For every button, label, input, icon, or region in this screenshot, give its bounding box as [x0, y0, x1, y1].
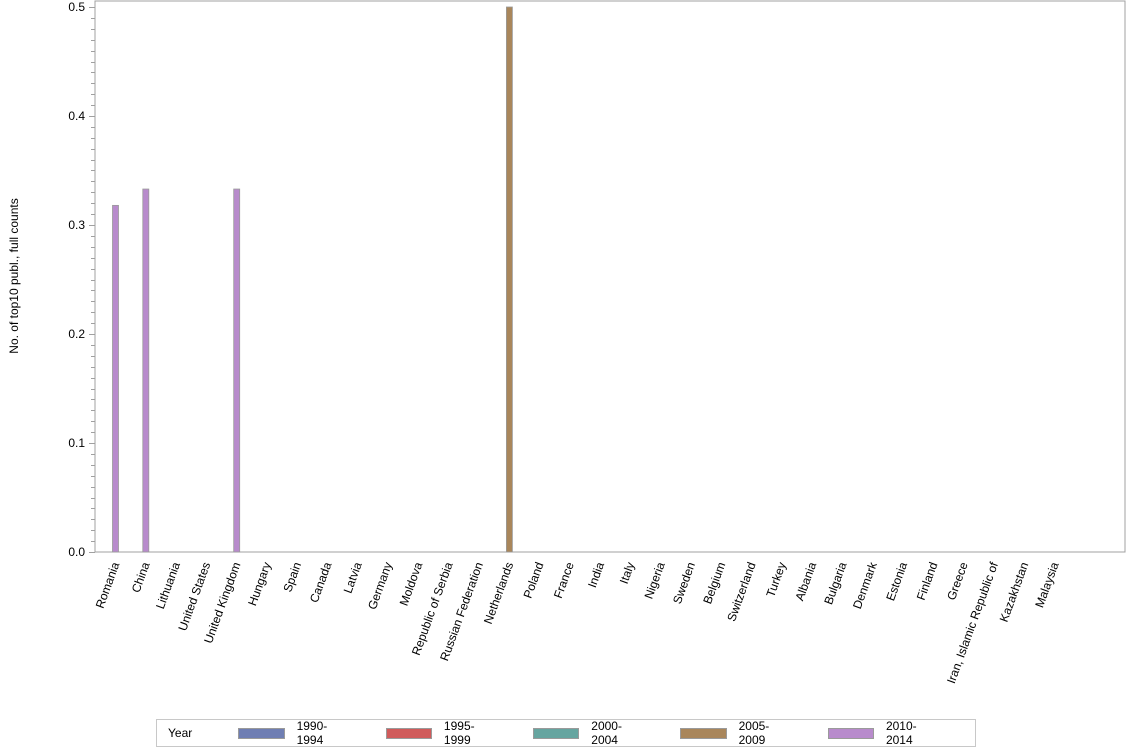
x-tick-label: Kazakhstan — [997, 560, 1032, 624]
x-tick-label: Italy — [617, 560, 638, 585]
legend-label: 2010-2014 — [885, 719, 917, 747]
y-tick-label: 0.1 — [68, 436, 85, 450]
legend-swatch — [827, 727, 874, 739]
x-tick-label: Romania — [93, 560, 123, 610]
legend-title: Year — [168, 726, 193, 740]
legend-item: 1995-1999 — [385, 719, 497, 747]
x-tick-label: Denmark — [850, 559, 880, 610]
x-tick-label: Lithuania — [153, 560, 183, 611]
x-tick-label: Hungary — [245, 560, 274, 607]
x-tick-label: India — [585, 560, 607, 590]
legend-item: 1990-1994 — [238, 719, 349, 747]
legend-swatch — [385, 727, 432, 739]
x-tick-label: Albania — [792, 560, 819, 603]
bar — [233, 188, 241, 553]
chart-legend: Year 1990-1994 1995-1999 2000-2004 2005-200… — [156, 719, 976, 747]
chart-axes: 0.0 0.1 0.2 0.3 0.4 0.5 — [68, 0, 1126, 559]
legend-label: 2000-2004 — [591, 719, 622, 747]
x-tick-label: Moldova — [397, 560, 426, 608]
x-tick-label: Netherlands — [481, 560, 516, 626]
x-tick-label: France — [551, 560, 577, 600]
chart-bars — [112, 6, 513, 553]
x-tick-label: China — [129, 560, 153, 595]
x-tick-label: Finland — [914, 560, 941, 602]
legend-swatch — [238, 727, 285, 739]
x-tick-label: Canada — [307, 560, 335, 605]
x-tick-label: Estonia — [883, 560, 910, 603]
x-tick-label: Bulgaria — [821, 560, 849, 606]
x-tick-label: Nigeria — [642, 560, 668, 601]
y-tick-label: 0.5 — [68, 0, 85, 14]
x-tick-label: Belgium — [700, 560, 728, 606]
bar — [142, 188, 150, 553]
plot-frame — [94, 0, 1126, 553]
legend-swatch — [532, 727, 580, 739]
x-tick-label: Malaysia — [1032, 560, 1061, 610]
x-tick-label: Switzerland — [724, 560, 758, 623]
bar — [112, 204, 119, 553]
x-tick-label: Latvia — [341, 560, 365, 595]
legend-label: 1995-1999 — [443, 719, 475, 747]
legend-item: 2000-2004 — [532, 719, 644, 747]
legend-item: 2005-2009 — [680, 719, 791, 747]
x-tick-label: Spain — [280, 560, 304, 594]
x-tick-label: Sweden — [670, 560, 698, 606]
x-tick-label: Germany — [365, 560, 395, 611]
y-tick-label: 0.3 — [68, 218, 85, 232]
y-tick-label: 0.2 — [68, 327, 85, 341]
legend-label: 1990-1994 — [296, 719, 328, 747]
y-axis-title: No. of top10 publ., full counts — [7, 198, 21, 353]
y-tick-label: 0.4 — [68, 109, 85, 123]
bar — [505, 6, 513, 553]
bar-chart: 0.0 0.1 0.2 0.3 0.4 0.5 Romania China Lithuania… — [7, 0, 1126, 685]
y-tick-label: 0.0 — [68, 545, 85, 559]
x-tick-label: Turkey — [763, 560, 789, 599]
x-tick-label: Greece — [944, 560, 971, 602]
legend-swatch — [680, 727, 727, 739]
legend-item: 2010-2014 — [827, 719, 939, 747]
x-tick-label: Poland — [521, 560, 547, 600]
legend-label: 2005-2009 — [738, 719, 770, 747]
